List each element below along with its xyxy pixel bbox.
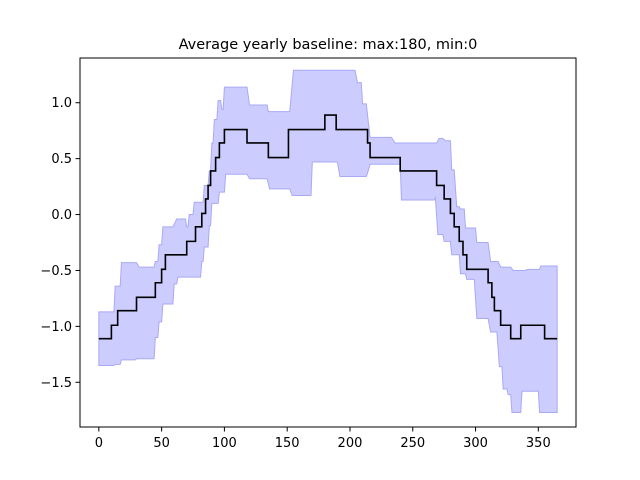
x-tick-label: 250	[400, 436, 425, 451]
confidence-band-layer	[98, 69, 558, 413]
y-tick-label: −0.5	[40, 264, 72, 279]
x-tick-label: 0	[95, 436, 103, 451]
y-tick-label: −1.0	[40, 320, 72, 335]
x-tick-label: 200	[338, 436, 363, 451]
x-tick-label: 100	[212, 436, 237, 451]
y-tick-label: 1.0	[51, 96, 72, 111]
y-axis: −1.5 −1.0 −0.5 0.0 0.5 1.0	[40, 96, 80, 391]
baseline-line-layer	[98, 114, 558, 340]
baseline-step-line	[98, 114, 558, 340]
y-tick-label: 0.0	[51, 208, 72, 223]
y-tick-label: 0.5	[51, 152, 72, 167]
x-tick-label: 50	[153, 436, 170, 451]
x-tick-label: 150	[275, 436, 300, 451]
y-tick-label: −1.5	[40, 376, 72, 391]
x-tick-label: 300	[463, 436, 488, 451]
chart-title: Average yearly baseline: max:180, min:0	[179, 37, 478, 53]
axes-frame	[79, 57, 577, 428]
confidence-band	[98, 69, 558, 413]
x-axis: 0 50 100 150 200 250 300 350	[95, 427, 551, 451]
x-tick-label: 350	[526, 436, 551, 451]
